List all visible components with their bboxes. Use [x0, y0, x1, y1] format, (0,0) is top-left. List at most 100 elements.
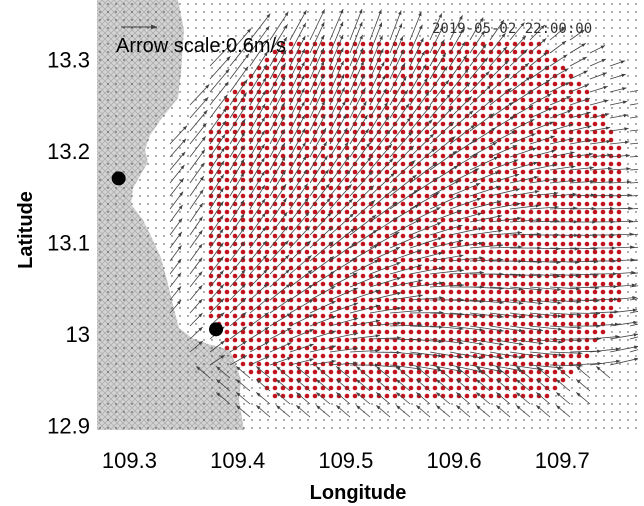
grid-point	[147, 3, 149, 5]
grid-point	[163, 67, 165, 69]
grid-point	[147, 331, 149, 333]
grid-point	[203, 219, 205, 221]
grid-point	[627, 283, 629, 285]
coverage-point	[240, 233, 246, 239]
grid-point	[187, 251, 189, 253]
coverage-point	[368, 385, 374, 391]
grid-point	[283, 11, 285, 13]
grid-point	[147, 115, 149, 117]
grid-point	[155, 3, 157, 5]
grid-point	[187, 3, 189, 5]
coverage-point	[360, 41, 366, 47]
coverage-point	[400, 129, 406, 135]
grid-point	[99, 411, 101, 413]
grid-point	[139, 419, 141, 421]
coverage-point	[448, 345, 454, 351]
coverage-point	[320, 329, 326, 335]
grid-point	[155, 91, 157, 93]
grid-point	[107, 123, 109, 125]
coverage-point	[408, 81, 414, 87]
grid-point	[299, 411, 301, 413]
grid-point	[131, 347, 133, 349]
grid-point	[107, 299, 109, 301]
grid-point	[99, 299, 101, 301]
coverage-point	[208, 289, 214, 295]
coverage-point	[392, 161, 398, 167]
coverage-point	[296, 353, 302, 359]
grid-point	[339, 19, 341, 21]
coverage-point	[336, 161, 342, 167]
coverage-point	[344, 49, 350, 55]
grid-point	[155, 379, 157, 381]
coverage-point	[248, 169, 254, 175]
grid-point	[195, 315, 197, 317]
coverage-point	[296, 329, 302, 335]
grid-point	[635, 107, 637, 109]
grid-point	[155, 347, 157, 349]
coverage-point	[416, 137, 422, 143]
grid-point	[635, 43, 637, 45]
coverage-point	[248, 273, 254, 279]
grid-point	[131, 251, 133, 253]
grid-point	[171, 83, 173, 85]
grid-point	[627, 139, 629, 141]
grid-point	[123, 35, 125, 37]
grid-point	[603, 11, 605, 13]
grid-point	[227, 403, 229, 405]
grid-point	[171, 307, 173, 309]
grid-point	[115, 363, 117, 365]
grid-point	[467, 419, 469, 421]
coverage-point	[360, 97, 366, 103]
grid-point	[131, 371, 133, 373]
coverage-point	[376, 233, 382, 239]
grid-point	[155, 67, 157, 69]
coverage-point	[224, 169, 230, 175]
grid-point	[619, 387, 621, 389]
grid-point	[123, 339, 125, 341]
grid-point	[115, 211, 117, 213]
coverage-point	[304, 377, 310, 383]
grid-point	[531, 19, 533, 21]
grid-point	[155, 11, 157, 13]
grid-point	[187, 75, 189, 77]
grid-point	[539, 427, 541, 429]
grid-point	[611, 395, 613, 397]
grid-point	[635, 403, 637, 405]
coverage-point	[216, 265, 222, 271]
grid-point	[211, 19, 213, 21]
grid-point	[419, 427, 421, 429]
grid-point	[155, 107, 157, 109]
grid-point	[171, 315, 173, 317]
grid-point	[595, 419, 597, 421]
coverage-point	[328, 41, 334, 47]
grid-point	[435, 427, 437, 429]
coverage-point	[336, 337, 342, 343]
grid-point	[227, 91, 229, 93]
grid-point	[467, 19, 469, 21]
grid-point	[99, 259, 101, 261]
grid-point	[251, 11, 253, 13]
grid-point	[107, 51, 109, 53]
grid-point	[107, 363, 109, 365]
grid-point	[195, 227, 197, 229]
coverage-point	[456, 129, 462, 135]
coverage-point	[304, 217, 310, 223]
coverage-point	[416, 361, 422, 367]
grid-point	[635, 411, 637, 413]
coverage-point	[432, 305, 438, 311]
coverage-point	[400, 233, 406, 239]
coverage-point	[416, 153, 422, 159]
coverage-point	[448, 113, 454, 119]
coverage-point	[400, 329, 406, 335]
grid-point	[107, 227, 109, 229]
grid-point	[179, 139, 181, 141]
grid-point	[99, 123, 101, 125]
coverage-point	[424, 81, 430, 87]
grid-point	[115, 27, 117, 29]
grid-point	[99, 395, 101, 397]
grid-point	[563, 3, 565, 5]
grid-point	[515, 27, 517, 29]
grid-point	[347, 19, 349, 21]
coverage-point	[384, 137, 390, 143]
grid-point	[571, 387, 573, 389]
